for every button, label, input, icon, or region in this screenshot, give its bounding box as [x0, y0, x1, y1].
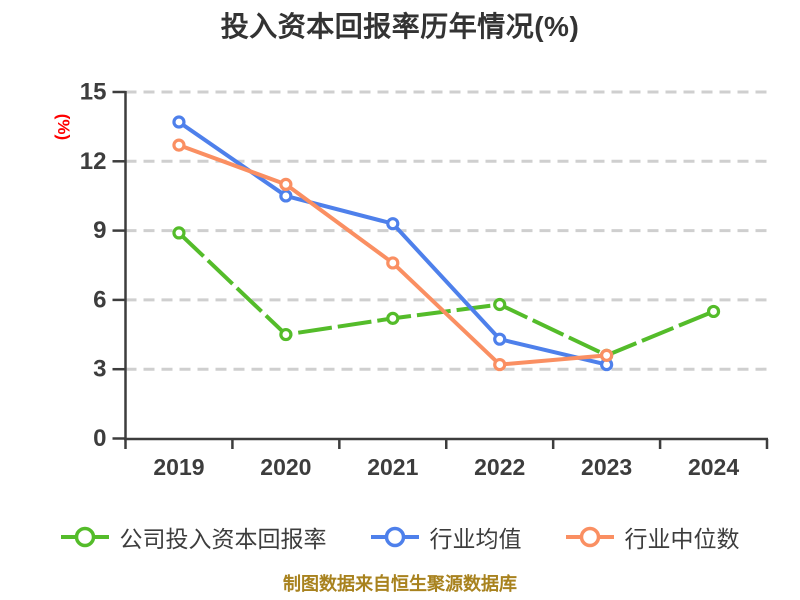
data-point-series-0 [386, 311, 400, 325]
data-point-series-0 [493, 297, 507, 312]
data-point-series-2 [493, 357, 507, 372]
data-point-series-1 [493, 332, 507, 346]
data-point-series-2 [279, 177, 293, 191]
line-circle-marker-icon [370, 526, 419, 548]
data-point-series-0 [706, 304, 721, 319]
legend-item-industry-median[interactable]: 行业中位数 [565, 520, 740, 554]
data-point-series-2 [386, 256, 400, 270]
x-axis-label: 2019 [153, 454, 204, 480]
y-axis-label: 12 [80, 148, 107, 175]
data-point-series-1 [386, 217, 400, 231]
data-point-series-2 [600, 348, 614, 362]
data-source-caption: 制图数据来自恒生聚源数据库 [283, 574, 517, 594]
legend-label: 行业均值 [429, 526, 522, 552]
y-axis-label: 9 [93, 217, 106, 244]
y-axis-label: 3 [93, 356, 106, 383]
line-circle-marker-icon [565, 526, 614, 548]
legend: 公司投入资本回报率 行业均值 行业中位数 [0, 520, 800, 554]
x-axis-label: 2021 [367, 454, 418, 480]
data-point-series-1 [172, 115, 186, 129]
line-circle-marker-icon [60, 526, 109, 548]
series-line-2 [176, 143, 609, 367]
y-axis-label: 0 [93, 425, 106, 452]
y-axis-label: 6 [93, 286, 106, 313]
x-axis-label: 2024 [688, 454, 739, 480]
data-point-series-1 [279, 189, 293, 203]
chart-title: 投入资本回报率历年情况(%) [220, 11, 580, 42]
legend-label: 公司投入资本回报率 [119, 526, 327, 552]
x-axis-label: 2023 [581, 454, 632, 480]
x-axis-label: 2022 [474, 454, 525, 480]
series-line-1 [176, 120, 609, 367]
legend-label: 行业中位数 [624, 526, 740, 552]
data-point-series-2 [172, 138, 186, 152]
y-axis-label: 15 [80, 79, 107, 106]
data-point-series-0 [279, 327, 293, 342]
x-axis-label: 2020 [260, 454, 311, 480]
data-point-series-0 [172, 226, 186, 240]
series-line-0 [177, 231, 715, 358]
legend-item-company-roic[interactable]: 公司投入资本回报率 [60, 520, 327, 554]
legend-item-industry-mean[interactable]: 行业均值 [370, 520, 522, 554]
